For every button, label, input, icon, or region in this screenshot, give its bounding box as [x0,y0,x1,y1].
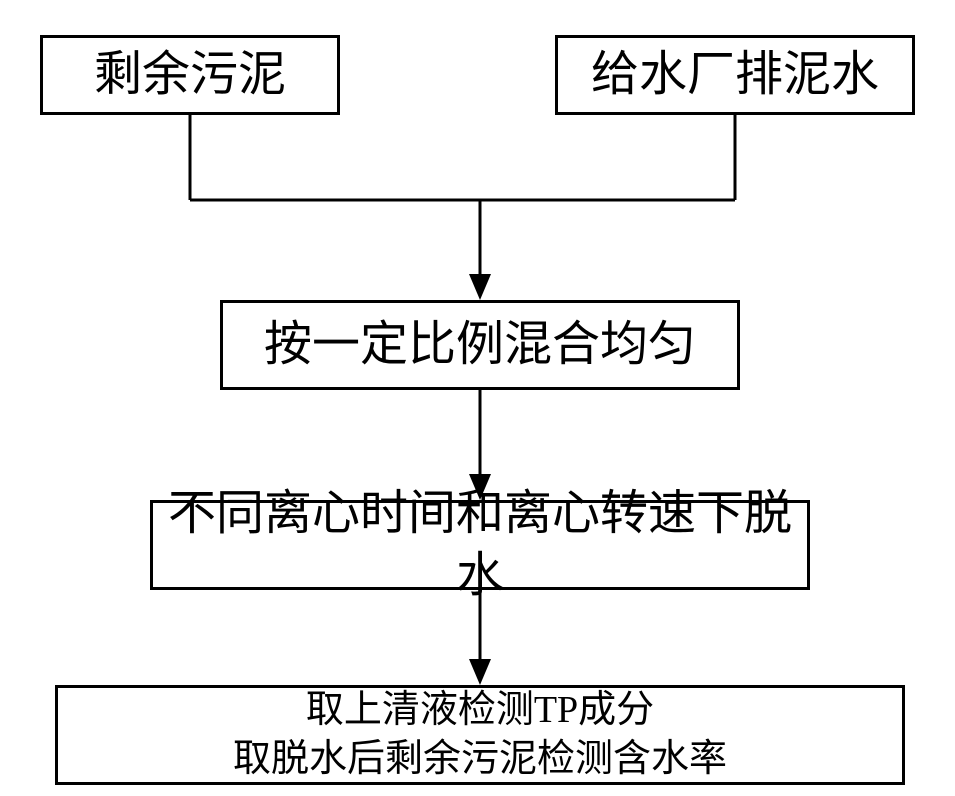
node-water-plant-sludge: 给水厂排泥水 [555,35,915,115]
node-detect-tp-moisture: 取上清液检测TP成分 取脱水后剩余污泥检测含水率 [55,685,905,785]
node-mix-uniform: 按一定比例混合均匀 [220,300,740,390]
node-label: 剩余污泥 [94,44,286,106]
node-label: 取上清液检测TP成分 取脱水后剩余污泥检测含水率 [233,686,727,785]
node-label: 按一定比例混合均匀 [264,314,696,376]
connectors-layer [0,0,955,796]
node-excess-sludge: 剩余污泥 [40,35,340,115]
node-centrifuge-dewater: 不同离心时间和离心转速下脱水 [150,500,810,590]
node-label: 给水厂排泥水 [591,44,879,106]
node-label: 不同离心时间和离心转速下脱水 [161,483,799,608]
